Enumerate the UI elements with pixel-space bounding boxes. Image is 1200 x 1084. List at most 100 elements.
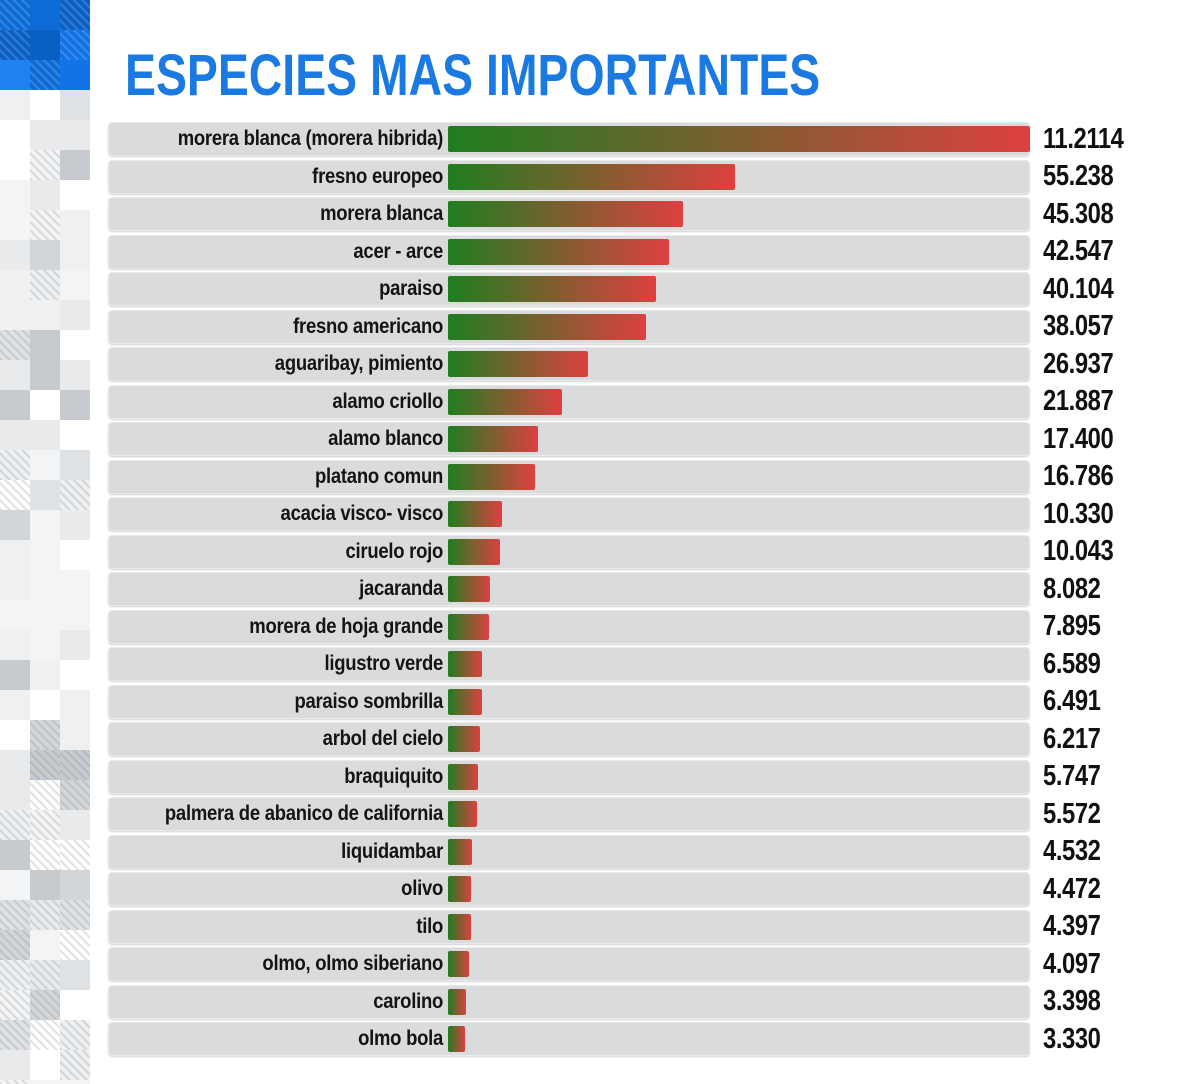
row-strip: morera blanca xyxy=(108,197,1030,231)
value-bar xyxy=(448,463,535,490)
mosaic-cell xyxy=(30,630,60,660)
value-label: 5.572 xyxy=(1043,797,1101,830)
value-bar xyxy=(448,501,502,527)
value-bar xyxy=(448,351,588,377)
value-label: 3.330 xyxy=(1043,1022,1101,1055)
species-label: acacia visco- visco xyxy=(280,502,444,525)
value-bar xyxy=(448,876,471,902)
mosaic-cell xyxy=(30,450,60,480)
value-label: 21.887 xyxy=(1043,385,1114,417)
value-label: 10.043 xyxy=(1043,535,1114,567)
mosaic-cell xyxy=(0,780,30,810)
species-label: alamo blanco xyxy=(328,427,443,450)
mosaic-cell xyxy=(60,210,90,240)
mosaic-cell xyxy=(60,540,90,570)
chart-row: paraiso 40.104 xyxy=(108,272,1200,306)
mosaic-cell xyxy=(30,480,60,510)
mosaic-cell xyxy=(30,870,60,900)
mosaic-cell xyxy=(0,180,30,210)
chart-row: paraiso sombrilla 6.491 xyxy=(108,684,1200,719)
chart-row: ligustro verde 6.589 xyxy=(108,647,1200,681)
row-strip: fresno europeo xyxy=(108,159,1030,194)
row-strip: liquidambar xyxy=(108,834,1030,869)
mosaic-cell xyxy=(30,90,60,120)
mosaic-cell xyxy=(30,0,60,30)
species-label: ciruelo rojo xyxy=(345,539,444,563)
value-bar xyxy=(448,801,477,827)
mosaic-cell xyxy=(30,810,60,840)
row-strip: olmo, olmo siberiano xyxy=(108,947,1030,981)
mosaic-cell xyxy=(30,1080,60,1084)
chart-row: tilo 4.397 xyxy=(108,909,1200,944)
value-label: 5.747 xyxy=(1043,760,1101,792)
mosaic-cell xyxy=(0,150,30,180)
species-label: jacaranda xyxy=(359,577,443,600)
mosaic-cell xyxy=(0,90,30,120)
mosaic-cell xyxy=(30,660,60,690)
mosaic-cell xyxy=(60,1020,90,1050)
mosaic-cell xyxy=(0,360,30,390)
chart-row: arbol del cielo 6.217 xyxy=(108,722,1200,756)
mosaic-cell xyxy=(60,930,90,960)
mosaic-cell xyxy=(0,1020,30,1050)
mosaic-cell xyxy=(30,300,60,330)
mosaic-cell xyxy=(0,630,30,660)
value-label: 45.308 xyxy=(1043,197,1114,230)
mosaic-cell xyxy=(60,60,90,90)
mosaic-cell xyxy=(60,870,90,900)
mosaic-cell xyxy=(60,630,90,660)
mosaic-cell xyxy=(0,840,30,870)
chart-row: ciruelo rojo 10.043 xyxy=(108,534,1200,569)
mosaic-cell xyxy=(60,510,90,540)
mosaic-cell xyxy=(30,270,60,300)
row-strip: carolino xyxy=(108,984,1030,1019)
mosaic-cell xyxy=(60,960,90,990)
value-bar xyxy=(448,651,482,677)
chart-row: liquidambar 4.532 xyxy=(108,834,1200,869)
chart-row: fresno americano 38.057 xyxy=(108,309,1200,344)
row-strip: paraiso xyxy=(108,272,1030,306)
species-label: tilo xyxy=(416,914,443,938)
value-label: 40.104 xyxy=(1043,272,1114,305)
row-strip: acacia visco- visco xyxy=(108,497,1030,531)
value-bar xyxy=(448,613,489,640)
mosaic-cell xyxy=(60,90,90,120)
value-bar xyxy=(448,838,472,865)
mosaic-cell xyxy=(30,930,60,960)
value-label: 3.398 xyxy=(1043,985,1101,1017)
mosaic-cell xyxy=(60,480,90,510)
chart-row: alamo criollo 21.887 xyxy=(108,384,1200,419)
mosaic-cell xyxy=(30,1020,60,1050)
chart-row: olivo 4.472 xyxy=(108,872,1200,906)
chart-row: palmera de abanico de california 5.572 xyxy=(108,797,1200,831)
row-strip: acer - arce xyxy=(108,234,1030,269)
row-strip: ligustro verde xyxy=(108,647,1030,681)
mosaic-cell xyxy=(60,570,90,600)
species-label: carolino xyxy=(373,989,443,1013)
row-strip: morera de hoja grande xyxy=(108,609,1030,644)
species-label: fresno europeo xyxy=(312,164,443,188)
row-strip: alamo criollo xyxy=(108,384,1030,419)
mosaic-cell xyxy=(0,480,30,510)
value-bar xyxy=(448,163,735,190)
value-bar xyxy=(448,201,683,227)
mosaic-cell xyxy=(60,300,90,330)
mosaic-cell xyxy=(30,120,60,150)
row-strip: platano comun xyxy=(108,459,1030,494)
chart-row: alamo blanco 17.400 xyxy=(108,422,1200,456)
mosaic-cell xyxy=(30,210,60,240)
species-label: olivo xyxy=(401,877,443,900)
chart-row: fresno europeo 55.238 xyxy=(108,159,1200,194)
value-label: 10.330 xyxy=(1043,497,1114,530)
species-label: liquidambar xyxy=(341,839,443,863)
species-label: paraiso sombrilla xyxy=(294,689,443,713)
mosaic-cell xyxy=(30,990,60,1020)
mosaic-cell xyxy=(30,390,60,420)
mosaic-cell xyxy=(60,1080,90,1084)
mosaic-cell xyxy=(0,240,30,270)
species-label: fresno americano xyxy=(293,314,443,338)
value-label: 6.217 xyxy=(1043,722,1101,755)
mosaic-cell xyxy=(30,570,60,600)
mosaic-cell xyxy=(0,510,30,540)
chart-row: aguaribay, pimiento 26.937 xyxy=(108,347,1200,381)
